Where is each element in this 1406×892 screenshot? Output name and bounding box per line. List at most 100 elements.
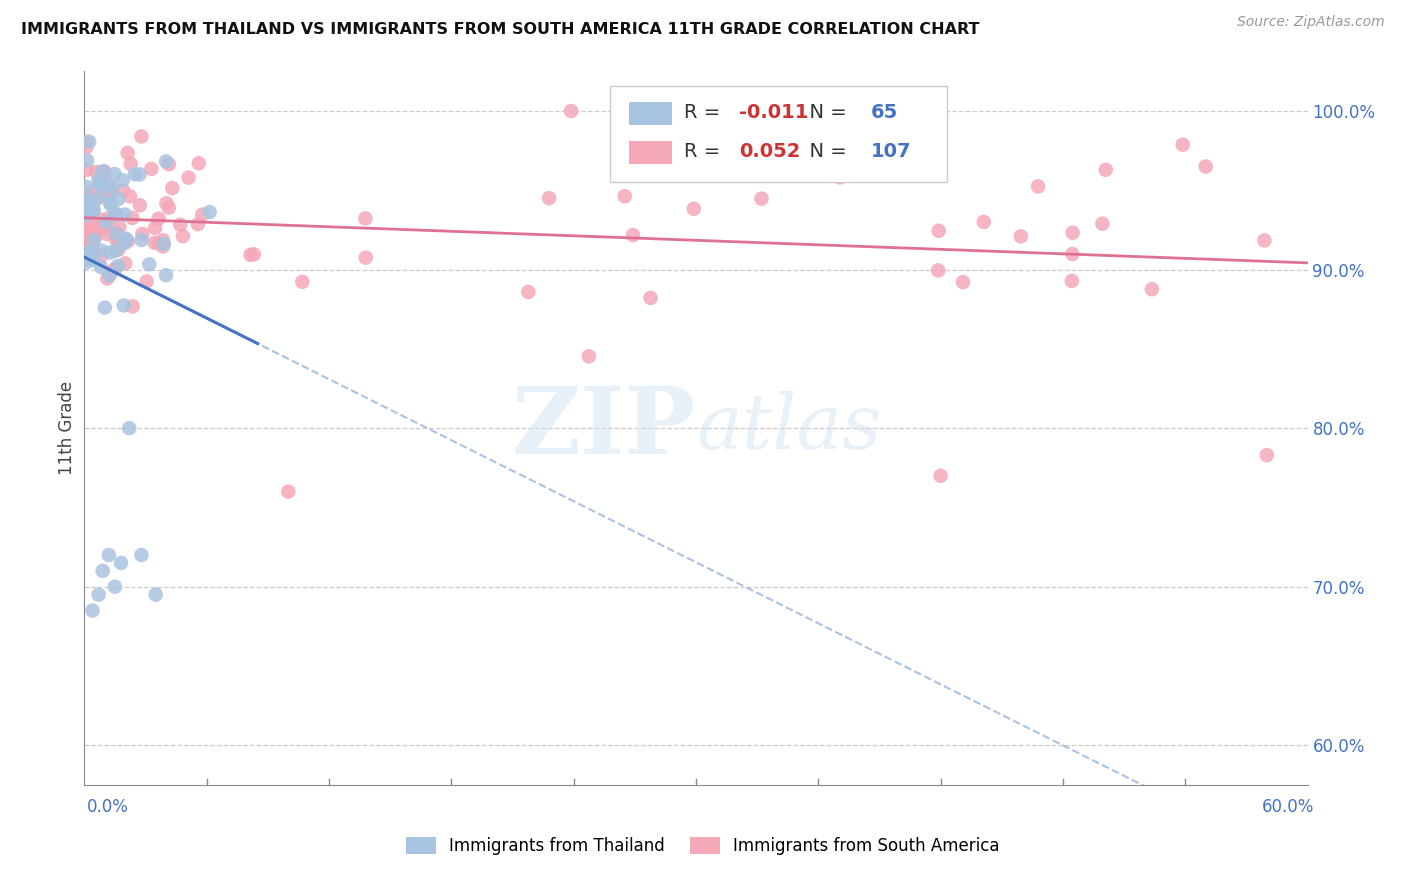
Point	[76, 198, 98, 212]
Point	[83, 233, 105, 247]
Point	[682, 202, 704, 216]
Point	[114, 235, 136, 250]
Point	[112, 183, 135, 197]
Point	[952, 275, 974, 289]
Point	[354, 251, 377, 265]
Point	[145, 588, 167, 602]
Point	[89, 175, 111, 189]
Point	[143, 235, 166, 250]
Point	[187, 217, 209, 231]
Point	[243, 247, 266, 261]
Point	[128, 198, 150, 212]
Point	[89, 212, 111, 227]
Point	[105, 207, 128, 221]
Point	[152, 239, 174, 253]
Point	[929, 468, 952, 483]
Point	[277, 484, 299, 499]
Point	[155, 154, 177, 169]
Point	[640, 291, 662, 305]
Point	[117, 234, 139, 248]
Point	[80, 239, 103, 253]
Point	[148, 236, 170, 251]
Point	[1062, 247, 1084, 261]
Point	[82, 204, 104, 219]
Point	[112, 298, 135, 312]
Point	[157, 201, 180, 215]
Point	[75, 255, 97, 269]
Point	[155, 196, 177, 211]
Point	[98, 195, 121, 210]
Point	[77, 244, 100, 259]
Point	[118, 189, 141, 203]
Point	[354, 211, 377, 226]
Point	[1195, 160, 1218, 174]
Point	[97, 211, 120, 226]
Point	[76, 162, 98, 177]
Point	[96, 215, 118, 229]
Point	[97, 178, 120, 192]
Point	[75, 179, 97, 194]
Point	[79, 249, 101, 263]
Point	[613, 189, 636, 203]
Point	[98, 245, 121, 260]
Point	[91, 168, 114, 182]
Point	[141, 161, 163, 176]
Point	[93, 164, 115, 178]
Point	[118, 421, 141, 435]
FancyBboxPatch shape	[610, 86, 946, 182]
Text: R =: R =	[683, 103, 727, 121]
Point	[82, 603, 104, 617]
Text: IMMIGRANTS FROM THAILAND VS IMMIGRANTS FROM SOUTH AMERICA 11TH GRADE CORRELATION: IMMIGRANTS FROM THAILAND VS IMMIGRANTS F…	[21, 22, 980, 37]
Point	[101, 180, 124, 194]
Text: Source: ZipAtlas.com: Source: ZipAtlas.com	[1237, 15, 1385, 29]
Point	[1140, 282, 1163, 296]
Point	[177, 170, 200, 185]
Point	[1026, 179, 1049, 194]
Point	[75, 194, 97, 208]
Text: atlas: atlas	[696, 392, 882, 465]
Point	[198, 205, 221, 219]
Point	[87, 173, 110, 187]
Point	[75, 135, 97, 149]
Point	[578, 349, 600, 363]
Text: ZIP: ZIP	[512, 384, 696, 473]
Text: 0.052: 0.052	[738, 142, 800, 161]
Point	[79, 194, 101, 208]
Bar	[628, 141, 672, 164]
Point	[82, 241, 104, 255]
Point	[187, 156, 209, 170]
Point	[172, 229, 194, 244]
Point	[121, 211, 143, 225]
Point	[79, 223, 101, 237]
Point	[75, 198, 97, 212]
Point	[104, 580, 127, 594]
Point	[76, 192, 98, 206]
Text: N =: N =	[797, 103, 853, 121]
Point	[157, 157, 180, 171]
Point	[1171, 137, 1194, 152]
Point	[751, 192, 773, 206]
Point	[76, 153, 98, 168]
Point	[89, 190, 111, 204]
Text: 65: 65	[870, 103, 898, 121]
Point	[928, 224, 950, 238]
Point	[96, 178, 118, 193]
Point	[108, 237, 131, 252]
Point	[94, 301, 117, 315]
Point	[148, 211, 170, 226]
Point	[91, 564, 114, 578]
Text: 0.0%: 0.0%	[87, 798, 129, 816]
Point	[93, 164, 115, 178]
Point	[131, 548, 153, 562]
Point	[75, 217, 97, 231]
Point	[96, 271, 118, 285]
Point	[162, 181, 184, 195]
Point	[110, 556, 132, 570]
Point	[131, 129, 153, 144]
Bar	[628, 102, 672, 125]
Point	[128, 167, 150, 181]
Point	[973, 215, 995, 229]
Text: 60.0%: 60.0%	[1263, 798, 1315, 816]
Point	[80, 231, 103, 245]
Point	[75, 186, 97, 200]
